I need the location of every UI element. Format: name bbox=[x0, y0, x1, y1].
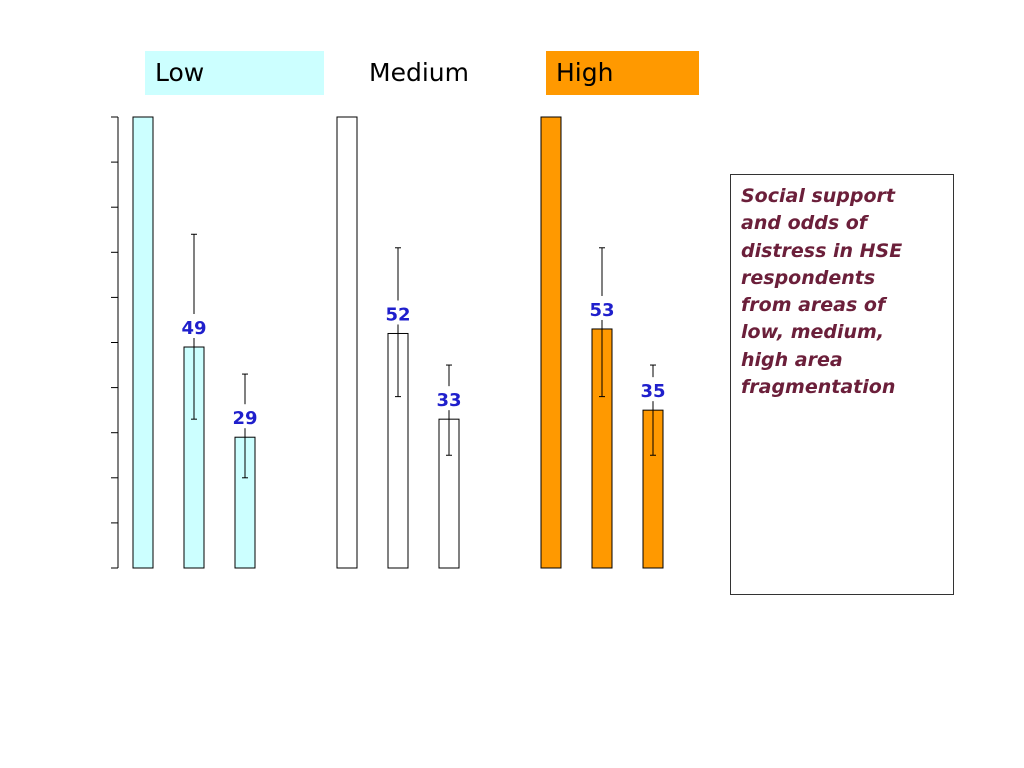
y-axis bbox=[111, 116, 119, 569]
error-bars bbox=[191, 233, 656, 479]
chart-caption: Social support and odds of distress in H… bbox=[741, 185, 903, 399]
data-label-bg bbox=[229, 404, 261, 429]
data-label-bg bbox=[433, 386, 465, 411]
data-label-bg bbox=[382, 300, 414, 325]
data-label: 33 bbox=[436, 390, 461, 411]
legend-low-label: Low bbox=[155, 58, 205, 87]
data-label-bg bbox=[586, 295, 618, 320]
bar-high-1 bbox=[540, 116, 562, 569]
data-label: 29 bbox=[232, 408, 257, 429]
bars bbox=[132, 116, 664, 569]
legend-medium: Medium bbox=[359, 51, 509, 95]
data-labels: 49 29 52 33 53 35 bbox=[178, 295, 669, 429]
bar-low-1 bbox=[132, 116, 154, 569]
legend-high-label: High bbox=[556, 58, 614, 87]
legend-low: Low bbox=[145, 51, 324, 95]
data-label: 53 bbox=[589, 300, 614, 321]
legend-high: High bbox=[546, 51, 699, 95]
data-label: 35 bbox=[640, 381, 665, 402]
data-label-bg bbox=[637, 377, 669, 402]
data-label: 52 bbox=[385, 304, 410, 325]
legend-medium-label: Medium bbox=[369, 58, 469, 87]
caption-box: Social support and odds of distress in H… bbox=[730, 174, 954, 595]
data-label: 49 bbox=[181, 318, 206, 339]
bar-medium-1 bbox=[336, 116, 358, 569]
data-label-bg bbox=[178, 314, 210, 339]
